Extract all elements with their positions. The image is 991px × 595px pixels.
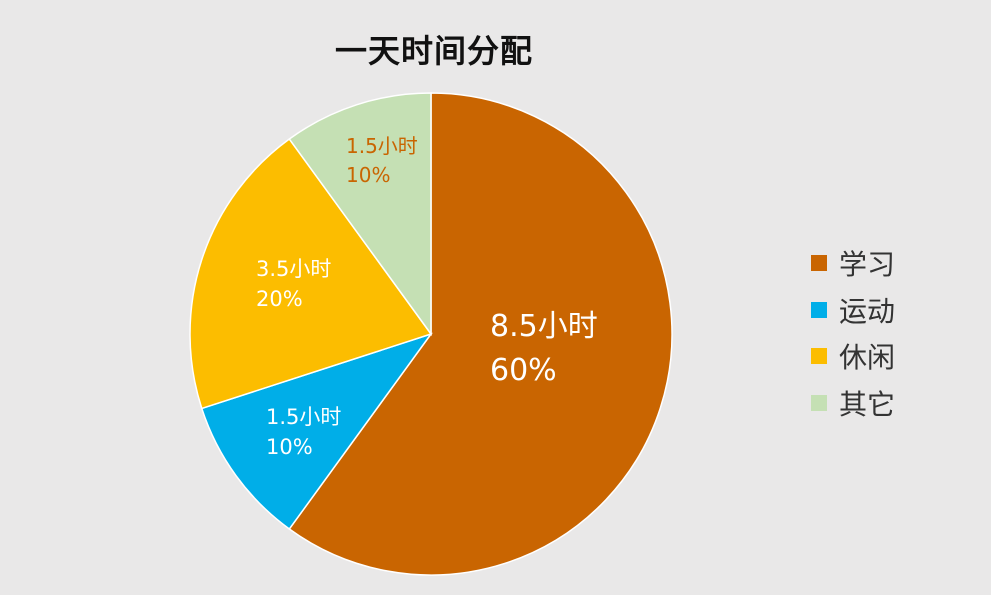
legend-item-study: 学习: [811, 240, 895, 287]
data-label-leisure-hours: 3.5小时: [256, 257, 331, 281]
data-label-exercise-hours: 1.5小时: [266, 405, 341, 429]
pie-slice-leisure: [189, 137, 433, 410]
data-label-other-percent: 10%: [346, 163, 390, 187]
legend-swatch-exercise: [811, 301, 827, 318]
data-label-other-hours: 1.5小时: [346, 134, 418, 158]
legend-swatch-study: [811, 255, 827, 272]
pie-slice-other: [288, 92, 432, 337]
legend: 学习 运动 休闲 其它: [811, 240, 895, 426]
legend-label-study: 学习: [839, 248, 896, 282]
pie-slice-study: [288, 92, 673, 576]
data-label-study-hours: 8.5小时: [490, 309, 598, 344]
legend-item-exercise: 运动: [811, 287, 895, 334]
legend-label-exercise: 运动: [839, 294, 896, 328]
legend-item-other: 其它: [811, 380, 895, 427]
chart-title: 一天时间分配: [334, 32, 533, 70]
pie-slice-exercise: [200, 332, 433, 531]
data-label-study-percent: 60%: [490, 353, 557, 388]
legend-label-other: 其它: [839, 387, 896, 421]
legend-item-leisure: 休闲: [811, 333, 895, 380]
legend-swatch-leisure: [811, 348, 827, 365]
data-label-leisure-percent: 20%: [256, 287, 303, 311]
legend-swatch-other: [811, 394, 827, 411]
legend-label-leisure: 休闲: [839, 341, 896, 375]
data-label-exercise-percent: 10%: [266, 435, 313, 459]
